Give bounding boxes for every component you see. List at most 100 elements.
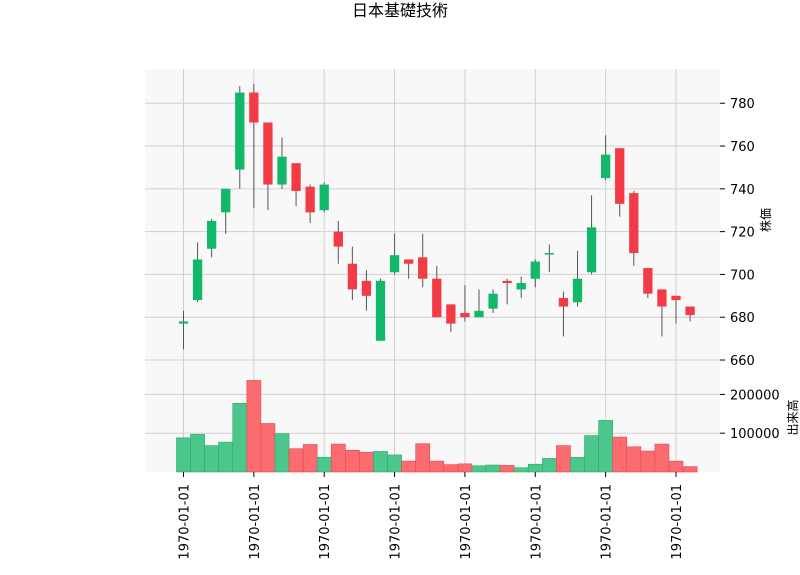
- volume-axis-ticks: 100000 200000: [720, 388, 780, 442]
- volume-bar: [485, 464, 501, 473]
- volume-bar: [373, 451, 388, 473]
- volume-bar: [640, 450, 656, 473]
- candle-body-down: [685, 306, 695, 316]
- price-tick-label: 660: [730, 354, 755, 369]
- price-tick-label: 760: [730, 140, 755, 155]
- price-tick-label: 740: [730, 183, 755, 198]
- volume-bar: [443, 464, 459, 473]
- volume-bar: [471, 465, 487, 473]
- candle-body-up: [206, 220, 217, 249]
- chart-title: 日本基礎技術: [352, 1, 448, 20]
- candles: [178, 83, 695, 350]
- candle-body-up: [530, 261, 540, 279]
- candle-body-up: [516, 282, 526, 290]
- price-panel: 660 680 700 720 740 760 780: [145, 69, 755, 375]
- candle-body-up: [474, 310, 484, 318]
- volume-axis-label: 出来高: [785, 399, 800, 435]
- candle-body-up: [389, 255, 400, 273]
- price-tick-label: 680: [730, 311, 755, 326]
- candle-body-down: [291, 163, 301, 191]
- candle-body-up: [544, 253, 555, 255]
- candle-body-down: [657, 289, 667, 307]
- candle-body-up: [488, 293, 498, 309]
- volume-bar: [176, 437, 191, 473]
- volume-bar: [668, 460, 684, 473]
- price-axis-label: 株価: [758, 208, 773, 232]
- candle-body-up: [586, 227, 597, 273]
- volume-bar: [654, 443, 670, 473]
- volume-bar: [316, 456, 332, 473]
- volume-tick-label: 200000: [730, 388, 780, 403]
- x-tick-label: 1970-01-01: [670, 484, 685, 560]
- volume-bar: [584, 435, 599, 473]
- candle-body-down: [418, 257, 428, 279]
- candle-body-down: [615, 148, 625, 204]
- candle-body-down: [502, 280, 512, 283]
- candle-body-down: [403, 259, 414, 264]
- candle-body-down: [333, 231, 343, 247]
- volume-bar: [612, 436, 628, 473]
- volume-bars: [176, 380, 698, 473]
- candle-body-down: [643, 268, 653, 294]
- price-tick-label: 720: [730, 226, 755, 241]
- volume-bar: [302, 444, 318, 473]
- volume-bar: [527, 463, 543, 473]
- volume-bar: [345, 449, 360, 473]
- candle-body-up: [192, 259, 203, 301]
- candle-body-up: [277, 156, 287, 185]
- candle-body-down: [446, 304, 456, 324]
- candle-body-up: [221, 188, 231, 213]
- candle-body-up: [375, 280, 386, 341]
- price-tick-label: 780: [730, 97, 755, 112]
- volume-bar: [204, 445, 219, 473]
- x-tick-label: 1970-01-01: [318, 484, 333, 560]
- price-axis-ticks: 660 680 700 720 740 760 780: [720, 97, 755, 369]
- volume-bar: [499, 465, 515, 473]
- candle-body-down: [361, 280, 372, 296]
- candle-body-down: [347, 263, 358, 290]
- volume-bar: [401, 460, 416, 473]
- candle-body-down: [558, 297, 569, 307]
- candle-body-up: [319, 184, 329, 211]
- x-tick-label: 1970-01-01: [459, 484, 474, 560]
- volume-bar: [274, 433, 290, 473]
- volume-bar: [260, 423, 276, 473]
- volume-bar: [330, 443, 346, 473]
- volume-bar: [232, 403, 248, 473]
- candle-body-down: [263, 122, 273, 185]
- x-tick-label: 1970-01-01: [178, 484, 193, 560]
- candle-body-up: [235, 92, 245, 170]
- volume-bar: [429, 460, 445, 473]
- volume-bar: [513, 467, 529, 473]
- volume-bar: [626, 446, 642, 473]
- volume-bar: [415, 443, 431, 473]
- volume-bar: [359, 451, 374, 473]
- candle-body-up: [178, 321, 189, 324]
- volume-bar: [218, 441, 234, 473]
- x-tick-label: 1970-01-01: [248, 484, 263, 560]
- candle-body-down: [432, 278, 442, 318]
- volume-bar: [556, 445, 571, 473]
- volume-bar: [387, 454, 402, 473]
- candle-body-down: [629, 193, 639, 254]
- x-tick-label: 1970-01-01: [529, 484, 544, 560]
- candle-body-up: [600, 154, 611, 179]
- volume-bar: [190, 434, 205, 473]
- volume-bar: [682, 466, 698, 473]
- volume-panel: 100000 200000: [145, 375, 780, 473]
- volume-bar: [246, 380, 262, 473]
- x-axis-ticks: 1970-01-01 1970-01-01 1970-01-01 1970-01-01…: [178, 472, 685, 560]
- x-tick-label: 1970-01-01: [389, 484, 404, 560]
- price-tick-label: 700: [730, 268, 755, 283]
- candle-body-up: [572, 278, 583, 303]
- candle-body-down: [305, 186, 315, 213]
- volume-bar: [457, 463, 473, 473]
- candle-body-down: [249, 92, 259, 123]
- volume-bar: [288, 448, 304, 473]
- volume-bar: [542, 458, 557, 473]
- volume-tick-label: 100000: [730, 427, 780, 442]
- x-tick-label: 1970-01-01: [600, 484, 615, 560]
- volume-bar: [570, 456, 585, 473]
- volume-bar: [598, 420, 613, 473]
